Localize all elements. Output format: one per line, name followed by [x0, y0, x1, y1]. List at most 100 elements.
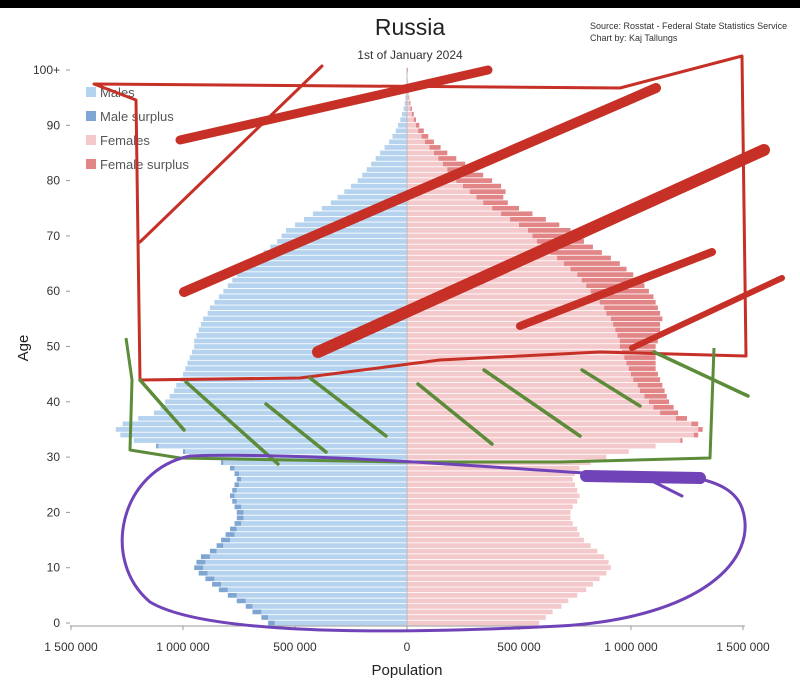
female-bar [407, 255, 558, 261]
male-surplus-bar [156, 443, 159, 449]
male-bar [389, 139, 407, 145]
male-bar [404, 100, 407, 106]
male-bar [180, 377, 407, 383]
male-bar [223, 288, 407, 294]
red-scribble-stroke [312, 144, 770, 358]
red-scribble-stroke [516, 248, 716, 330]
male-bar [403, 106, 407, 112]
male-surplus-bar [245, 604, 253, 609]
female-bar [407, 283, 587, 289]
purple-ellipse-annotation [120, 453, 747, 633]
male-surplus-bar [221, 537, 231, 543]
y-tick-label: 100+ [33, 63, 60, 77]
female-bar [407, 427, 699, 432]
female-surplus-bar [410, 106, 412, 112]
female-surplus-bar [653, 404, 674, 410]
male-bar [236, 272, 407, 277]
male-surplus-bar [221, 460, 224, 465]
male-bar [207, 570, 407, 576]
male-bar [405, 95, 407, 101]
male-bar [236, 526, 407, 532]
female-bar [407, 145, 430, 150]
male-bar [203, 565, 407, 571]
green-scribble-stroke [580, 368, 642, 408]
female-bar [407, 498, 578, 504]
male-bar [281, 233, 407, 239]
y-tick-label: 70 [47, 229, 61, 243]
male-surplus-bar [236, 476, 242, 482]
chart-subtitle: 1st of January 2024 [357, 48, 463, 62]
female-bar [407, 471, 575, 477]
female-surplus-bar [604, 305, 658, 311]
female-bar [407, 432, 694, 438]
male-bar [286, 228, 407, 233]
female-surplus-bar [610, 316, 663, 322]
male-bar [239, 482, 407, 488]
female-surplus-bar [633, 377, 661, 383]
female-bar [407, 161, 443, 167]
y-tick-label: 60 [47, 284, 61, 298]
purple-highlight-stroke [580, 470, 706, 484]
male-bar [384, 145, 407, 150]
legend-swatch [86, 135, 96, 145]
green-box-annotation [124, 337, 716, 464]
female-bar [407, 366, 629, 371]
male-bar [243, 510, 407, 515]
female-bar [407, 310, 607, 316]
female-bar [407, 211, 502, 217]
female-bar [407, 598, 569, 604]
female-bar [407, 244, 544, 250]
male-bar [402, 111, 407, 117]
female-bar [407, 493, 580, 499]
female-bar [407, 222, 519, 228]
male-bar [357, 178, 407, 183]
male-bar [232, 277, 407, 283]
female-bar [407, 134, 422, 139]
female-surplus-bar [631, 371, 658, 377]
male-bar [344, 189, 407, 195]
annotation-marks-group [92, 54, 785, 633]
male-surplus-bar [236, 598, 246, 604]
female-bar [407, 233, 533, 239]
female-bar [407, 100, 410, 106]
female-bar [407, 239, 537, 244]
male-bar [230, 537, 407, 543]
female-surplus-bar [644, 393, 667, 399]
female-bar [407, 189, 470, 195]
female-bar [407, 421, 692, 427]
female-bar [407, 587, 587, 593]
male-bar [169, 393, 407, 399]
female-bar [407, 205, 493, 211]
male-bar [236, 498, 407, 504]
male-bar [185, 449, 407, 454]
female-bar [407, 620, 540, 626]
male-surplus-bar [200, 554, 210, 559]
female-surplus-bar [675, 416, 687, 421]
female-surplus-bar [463, 183, 502, 189]
female-surplus-bar [438, 156, 457, 161]
male-surplus-bar [252, 609, 262, 615]
female-surplus-bar [483, 200, 508, 206]
male-bar [366, 167, 407, 172]
female-surplus-bar [550, 250, 602, 255]
male-bar [380, 150, 407, 156]
female-bar [407, 454, 607, 460]
female-surplus-bar [606, 310, 661, 316]
female-bar [407, 504, 573, 510]
female-surplus-bar [409, 100, 411, 106]
y-tick-label: 30 [47, 450, 61, 464]
male-bar [236, 487, 407, 493]
female-bar [407, 388, 640, 394]
female-bar [407, 167, 448, 172]
y-tick-label: 40 [47, 395, 61, 409]
female-bar [407, 200, 484, 206]
male-bar [209, 305, 407, 311]
female-surplus-bar [408, 95, 410, 101]
y-tick-label: 90 [47, 118, 61, 132]
female-bar [407, 327, 616, 333]
male-surplus-bar [232, 487, 237, 493]
y-tick-label: 0 [53, 616, 60, 630]
male-bar [261, 609, 407, 615]
male-surplus-bar [234, 482, 239, 488]
female-bar [407, 299, 600, 305]
